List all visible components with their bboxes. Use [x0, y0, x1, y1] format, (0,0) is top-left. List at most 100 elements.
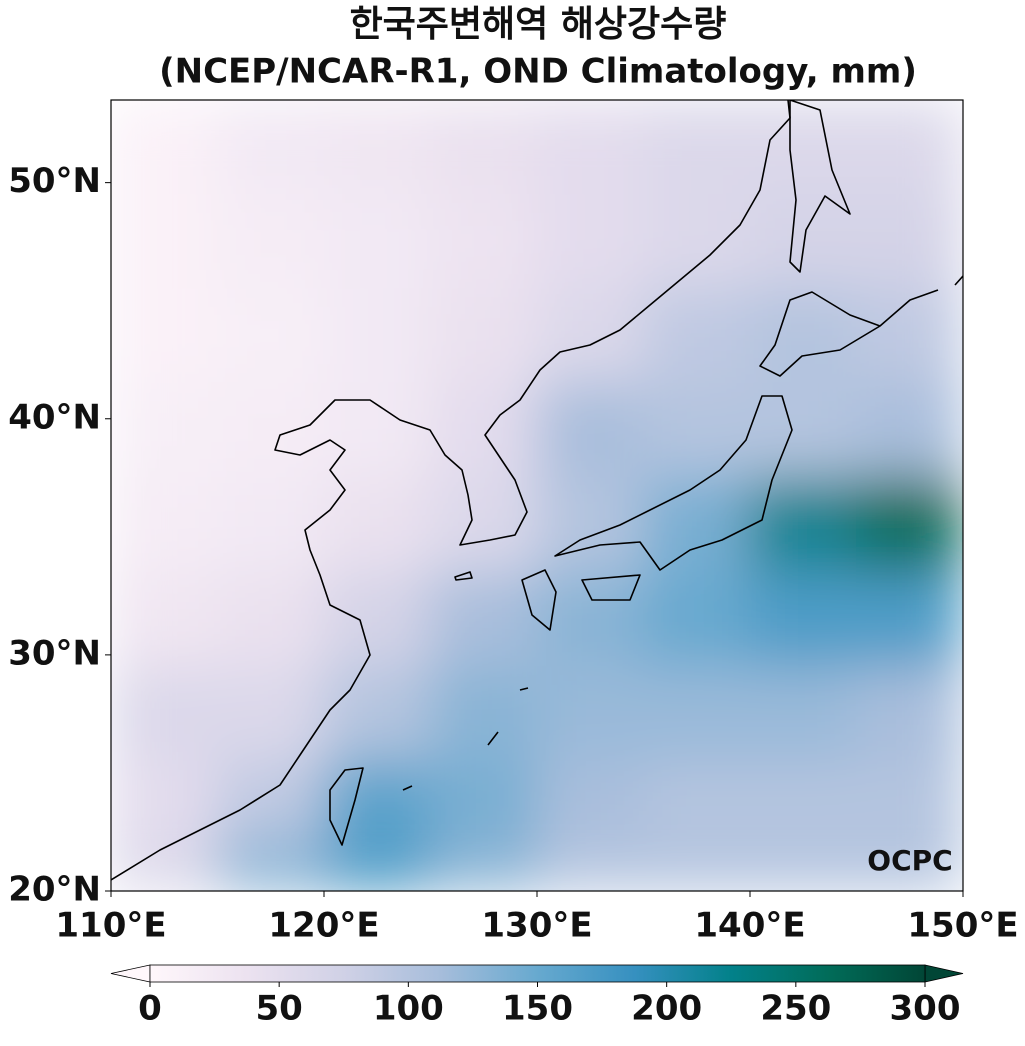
cell: [111, 666, 218, 762]
cell: [536, 760, 644, 839]
colorbar-tick-label: 50: [256, 989, 303, 1029]
cell: [111, 760, 218, 839]
cell: [430, 477, 538, 573]
y-tick-label: 30°N: [8, 633, 101, 673]
cell: [323, 477, 431, 573]
coast-shikoku: [581, 574, 641, 601]
x-tick-label: 110°E: [55, 906, 166, 946]
colorbar-tick-label: 150: [502, 989, 573, 1029]
cell: [856, 571, 963, 668]
cell: [536, 288, 644, 384]
cell: [111, 288, 218, 384]
cell: [856, 382, 963, 479]
coast-islands: [402, 571, 529, 791]
cell: [643, 477, 751, 573]
cell: [643, 288, 751, 384]
cell: [111, 382, 218, 479]
y-tick-label: 50°N: [8, 161, 101, 201]
cell: [749, 837, 857, 891]
cell: [856, 837, 963, 891]
cell: [217, 193, 325, 290]
y-tick-label: 40°N: [8, 397, 101, 437]
coast-hokkaido: [759, 291, 881, 377]
cell: [749, 382, 857, 479]
cell: [643, 193, 751, 290]
cell: [430, 100, 538, 195]
colorbar-tick-label: 0: [138, 989, 162, 1029]
x-tick-label: 120°E: [268, 906, 379, 946]
axes: 110°E 120°E 130°E 140°E 150°E 20°N 30°N 40°N 50°…: [8, 161, 1018, 945]
cell: [856, 477, 963, 573]
cell: [323, 193, 431, 290]
cell: [323, 666, 431, 762]
cell: [430, 571, 538, 668]
cell: [749, 666, 857, 762]
cell: [430, 193, 538, 290]
cell: [111, 100, 218, 195]
x-tick-label: 150°E: [907, 906, 1018, 946]
cell: [323, 382, 431, 479]
cell: [536, 666, 644, 762]
cell: [536, 477, 644, 573]
cell: [749, 760, 857, 839]
y-tick-label: 20°N: [8, 870, 101, 910]
cell: [323, 100, 431, 195]
cell: [643, 837, 751, 891]
cell: [643, 100, 751, 195]
cell: [323, 288, 431, 384]
cell: [856, 100, 963, 195]
cell: [217, 837, 325, 891]
cell: [217, 100, 325, 195]
cell: [536, 382, 644, 479]
cell: [749, 100, 857, 195]
cell: [217, 760, 325, 839]
cell: [536, 193, 644, 290]
cell: [217, 666, 325, 762]
colorbar-tick-label: 200: [631, 989, 702, 1029]
cell: [323, 760, 431, 839]
cell: [856, 193, 963, 290]
chart-title: 한국주변해역 해상강수량: [350, 4, 727, 45]
cell: [643, 666, 751, 762]
cell: [856, 666, 963, 762]
cells: [111, 100, 963, 891]
cell: [430, 760, 538, 839]
cell: [323, 837, 431, 891]
cell: [749, 477, 857, 573]
cell: [323, 571, 431, 668]
cell: [430, 666, 538, 762]
cell: [217, 288, 325, 384]
cell: [749, 193, 857, 290]
cell: [643, 382, 751, 479]
colorbar-extend-high: [924, 964, 964, 983]
cell: [111, 571, 218, 668]
coast-kyushu: [521, 569, 557, 631]
coast-taiwan: [329, 767, 364, 846]
cell: [430, 837, 538, 891]
cell: [217, 382, 325, 479]
cell: [111, 193, 218, 290]
coast-mainland: [111, 100, 791, 881]
x-tick-label: 130°E: [481, 906, 592, 946]
colorbar-gradient: [149, 964, 926, 983]
cell: [217, 477, 325, 573]
cell: [430, 382, 538, 479]
cell: [536, 837, 644, 891]
chart-subtitle: (NCEP/NCAR-R1, OND Climatology, mm): [159, 52, 917, 92]
field: [111, 100, 963, 891]
colorbar-tick-label: 250: [760, 989, 831, 1029]
coast-sakhalin: [789, 100, 851, 273]
cell: [749, 288, 857, 384]
cell: [643, 760, 751, 839]
coast-honshu: [554, 395, 793, 571]
cell: [856, 288, 963, 384]
x-tick-label: 140°E: [694, 906, 805, 946]
cell: [430, 288, 538, 384]
colorbar-tick-label: 100: [373, 989, 444, 1029]
cell: [111, 837, 218, 891]
cell: [749, 571, 857, 668]
cell: [856, 760, 963, 839]
colorbar-tick-label: 300: [890, 989, 961, 1029]
colorbar: 0 50 100 150 200 250 300: [110, 964, 964, 1029]
